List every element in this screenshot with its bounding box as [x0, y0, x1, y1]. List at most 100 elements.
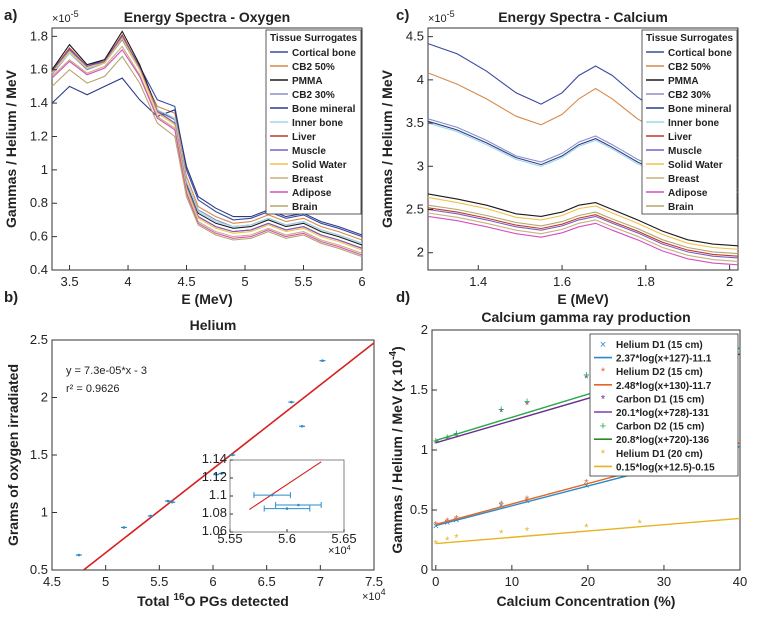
panel-d-y-label-superscript: -4: [388, 351, 399, 360]
panel-c-y-tick-label: 4: [417, 72, 424, 87]
panel-d-legend-marker: +: [600, 421, 606, 433]
panel-d-y-tick-label: 2: [421, 322, 428, 337]
panel-a-x-label: E (MeV): [181, 291, 232, 307]
panel-d-data-point: *: [637, 518, 642, 530]
panel-b-inset-box: [229, 459, 345, 533]
panel-d-data-point: *: [434, 539, 439, 551]
panel-d-y-label: Gammas / Helium / MeV (x 10-4): [388, 346, 405, 553]
panel-c-series-line: [427, 212, 739, 262]
panel-c-x-tick-label: 1.8: [637, 274, 655, 289]
panel-d-legend-box: [589, 333, 739, 477]
panel-c-legend-label: Inner bone: [668, 118, 720, 129]
panel-b-x-tick-label: 7.5: [365, 574, 383, 589]
panel-a-title: Energy Spectra - Oxygen: [124, 9, 291, 25]
panel-d-data-point: ×: [444, 517, 450, 529]
panel-a-legend-label: Brain: [292, 202, 318, 213]
panel-c-series-line: [427, 196, 739, 250]
panel-c-legend-title: Tissue Surrogates: [646, 33, 734, 44]
panel-a-y-tick-label: 1.4: [30, 95, 48, 110]
panel-b-data-point-dot: [290, 400, 293, 404]
panel-b-fit-equation: y = 7.3e-05*x - 3: [66, 365, 147, 377]
panel-d-x-tick-label: 0: [432, 574, 439, 589]
panel-a-series-line: [51, 48, 363, 256]
panel-c-y-exponent: ×10-5: [428, 9, 455, 25]
panel-b-fit-line: [82, 342, 374, 570]
panel-c-x-label: E (MeV): [557, 291, 608, 307]
panel-a-series-line: [51, 35, 363, 249]
panel-c-y-tick-label: 3: [417, 158, 424, 173]
panel-d-data-point: ×: [524, 495, 530, 507]
panel-a-legend-label: Solid Water: [292, 160, 347, 171]
panel-c-legend-label: Adipose: [668, 188, 708, 199]
panel-a-legend-label: Breast: [292, 174, 324, 185]
panel-c-legend-label: Breast: [668, 174, 700, 185]
panel-a-y-tick-label: 1: [41, 162, 48, 177]
panel-c-legend-label: Solid Water: [668, 160, 723, 171]
panel-d-data-point: +: [498, 404, 504, 416]
panel-c-y-tick-label: 4.5: [406, 29, 424, 44]
panel-c-legend-label: CB2 50%: [668, 62, 711, 73]
panel-a-legend-label: Cortical bone: [292, 48, 356, 59]
panel-a-series-line: [51, 45, 363, 254]
panel-d-legend-label: 20.8*log(x+720)-136: [616, 435, 710, 446]
panel-c-series-line: [427, 207, 739, 257]
panel-d-y-tick-label: 1.5: [410, 382, 428, 397]
panel-d-y-tick-label: 1: [421, 442, 428, 457]
panel-a-legend-label: CB2 30%: [292, 90, 335, 101]
panel-d-x-tick-label: 30: [657, 574, 671, 589]
panel-a-y-label: Gammas / Helium / MeV: [3, 69, 19, 228]
panel-b-x-tick-label: 5: [102, 574, 109, 589]
panel-d-data-point: +: [444, 432, 450, 444]
panel-d-data-point: ×: [583, 480, 589, 492]
panel-d-x-tick-label: 40: [733, 574, 747, 589]
panel-a-series-line: [51, 36, 363, 251]
panel-b-data-point-dot: [321, 359, 324, 363]
panel-d-data-point: *: [499, 528, 504, 540]
panel-b-x-tick-label: 5.5: [150, 574, 168, 589]
panel-d-legend-marker: ×: [600, 339, 606, 351]
panel-b-data-point-dot: [231, 453, 234, 457]
panel-b-inset-x-exponent: ×104: [328, 545, 351, 557]
panel-c: 1.4 1.6 1.8 2 2 2.5 3 3.5 4 4.5 ×10-5 c) Energy Spec…: [379, 7, 739, 307]
panel-b-inset-y-tick-label: 1.08: [202, 505, 227, 520]
panel-b-inset-data-point: [285, 507, 289, 510]
panel-c-legend-label: Liver: [668, 132, 692, 143]
panel-a-x-tick-label: 5.5: [294, 274, 312, 289]
panel-a-legend-box: [265, 29, 362, 215]
panel-d-title: Calcium gamma ray production: [481, 309, 690, 325]
panel-a-series-line: [51, 55, 363, 258]
panel-c-x-tick-label: 1.4: [469, 274, 487, 289]
panel-b-inset-x-tick-label: 5.55: [217, 531, 242, 546]
panel-b-inset-y-tick-label: 1.12: [202, 469, 227, 484]
panel-b-inset-x-tick-label: 5.6: [278, 531, 296, 546]
panel-a-series-line: [51, 30, 363, 246]
panel-b-inset-y-tick-label: 1.14: [202, 451, 227, 466]
panel-d-legend-label: Helium D2 (15 cm): [616, 367, 703, 378]
panel-c-series-line: [427, 204, 739, 255]
panel-c-y-tick-label: 2.5: [406, 202, 424, 217]
panel-d-x-tick-label: 10: [505, 574, 519, 589]
panel-d-data-point: *: [445, 516, 450, 528]
panel-b-y-tick-label: 1: [41, 505, 48, 520]
panel-b-y-label: Grams of oxygen irradiated: [5, 364, 21, 546]
panel-d-data-point: *: [454, 431, 459, 443]
panel-b-panel-label: b): [4, 289, 18, 306]
panel-d-data-point: *: [525, 399, 530, 411]
panel-d-data-point: *: [454, 533, 459, 545]
panel-b-y-tick-label: 0.5: [30, 562, 48, 577]
panel-a-x-tick-label: 6: [358, 274, 365, 289]
panel-c-panel-label: c): [396, 7, 409, 24]
panel-d-legend-label: Carbon D1 (15 cm): [616, 394, 704, 405]
panel-c-y-exponent-power: -5: [447, 9, 455, 19]
panel-a-legend-label: Muscle: [292, 146, 326, 157]
panel-d-legend-label: Carbon D2 (15 cm): [616, 422, 704, 433]
panel-a-x-tick-label: 4.5: [177, 274, 195, 289]
panel-d-data-point: *: [584, 373, 589, 385]
panel-d-y-tick-label: 0: [421, 562, 428, 577]
panel-b-inset-x-tick-label: 5.65: [331, 531, 356, 546]
panel-a-y-tick-label: 1.8: [30, 28, 48, 43]
panel-a-y-tick-label: 0.4: [30, 262, 48, 277]
panel-b-fit-r2: r² = 0.9626: [66, 383, 120, 395]
panel-d-data-point: +: [453, 428, 459, 440]
